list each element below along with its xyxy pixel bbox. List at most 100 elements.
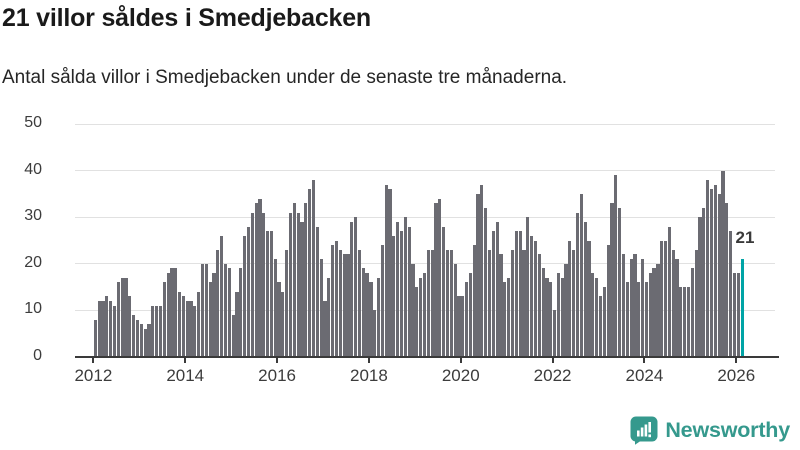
x-tick-label: 2020: [441, 366, 480, 385]
bar: [461, 296, 465, 357]
bar: [376, 277, 381, 357]
bar: [365, 273, 369, 357]
x-axis-tick: [184, 358, 187, 363]
bar: [223, 263, 228, 357]
bar: [323, 301, 327, 357]
bar: [430, 249, 434, 357]
bar: [361, 268, 365, 357]
bar: [388, 189, 392, 357]
bar: [564, 263, 568, 357]
bar: [193, 305, 197, 357]
bar: [243, 235, 247, 357]
bar: [319, 259, 323, 357]
bar: [93, 319, 97, 357]
bar: [235, 291, 239, 357]
bar: [181, 296, 185, 357]
bar: [575, 212, 580, 357]
bar: [311, 179, 316, 357]
bar: [266, 231, 270, 357]
bar: [602, 287, 606, 357]
bar: [614, 175, 618, 357]
x-axis-tick: [643, 358, 646, 363]
bar: [514, 231, 518, 357]
bar: [208, 282, 212, 357]
bar: [709, 189, 714, 357]
bar: [667, 226, 671, 357]
bar: [158, 305, 163, 357]
x-axis-tick: [276, 358, 279, 363]
bar: [285, 249, 289, 357]
bar: [572, 249, 576, 357]
gridline: [75, 170, 775, 172]
bar: [189, 301, 193, 357]
bar: [434, 203, 438, 357]
bar: [610, 203, 614, 357]
bar: [560, 277, 564, 357]
bar: [732, 273, 737, 357]
bar: [579, 193, 583, 357]
bar: [541, 268, 545, 357]
bar: [342, 254, 346, 357]
bar: [442, 226, 446, 357]
x-tick-label: 2026: [717, 366, 756, 385]
bar: [155, 305, 159, 357]
bar: [663, 240, 668, 357]
bar: [464, 282, 469, 357]
y-tick-label: 40: [24, 160, 42, 178]
bar: [637, 282, 641, 357]
bar: [598, 296, 603, 357]
bar: [277, 282, 281, 357]
bar: [507, 277, 511, 357]
bar: [583, 221, 587, 357]
x-tick-label: 2018: [349, 366, 388, 385]
bar: [721, 170, 725, 357]
bar: [373, 310, 377, 357]
bar: [246, 226, 251, 357]
bar: [231, 315, 235, 357]
bar: [357, 249, 362, 357]
bar: [556, 273, 560, 357]
gridline: [75, 263, 775, 265]
bar: [308, 189, 312, 357]
x-axis-tick: [459, 358, 462, 363]
bar: [484, 207, 488, 357]
bar: [702, 207, 706, 357]
bar: [354, 217, 358, 357]
bar: [641, 259, 645, 357]
bar: [476, 193, 480, 357]
bar: [112, 305, 117, 357]
bar: [503, 282, 507, 357]
bar: [166, 273, 170, 357]
bar: [350, 221, 354, 357]
y-tick-label: 50: [24, 114, 42, 131]
bar: [254, 203, 258, 357]
bar: [407, 226, 411, 357]
x-tick-label: 2024: [625, 366, 664, 385]
bar: [177, 291, 182, 357]
bar: [304, 203, 308, 357]
bar: [426, 249, 430, 357]
bar: [97, 301, 101, 357]
bar: [292, 203, 296, 357]
bar: [200, 263, 205, 357]
x-tick-label: 2016: [258, 366, 296, 385]
bar: [453, 263, 457, 357]
bar: [629, 259, 633, 357]
bar: [151, 305, 155, 357]
bar: [239, 268, 243, 357]
chart-subtitle: Antal sålda villor i Smedjebacken under …: [2, 67, 568, 88]
bar: [644, 282, 649, 357]
bar: [331, 245, 335, 357]
newsworthy-logo-text: Newsworthy: [665, 418, 790, 442]
x-tick-label: 2014: [166, 366, 205, 385]
gridline: [75, 216, 775, 218]
bar: [533, 240, 538, 357]
bar: [633, 254, 637, 357]
bar: [296, 212, 300, 357]
x-tick-label: 2022: [533, 366, 572, 385]
bar: [713, 184, 717, 357]
bar: [327, 277, 331, 357]
bar: [162, 282, 166, 357]
bar: [526, 217, 530, 357]
bar: [411, 263, 415, 357]
